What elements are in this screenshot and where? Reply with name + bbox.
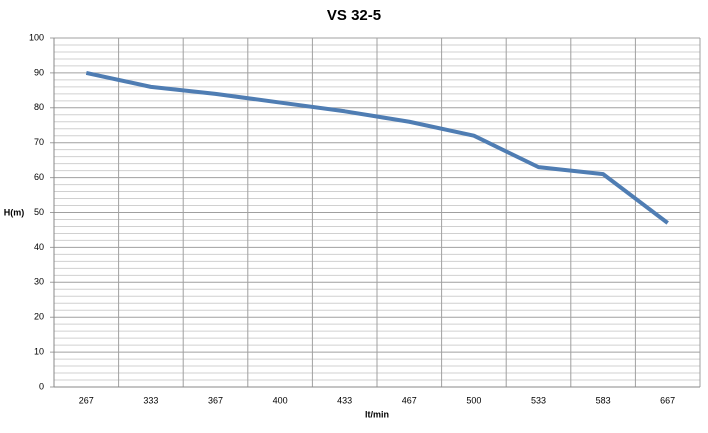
y-tick-label: 40 bbox=[34, 242, 44, 252]
chart-title: VS 32-5 bbox=[327, 7, 381, 24]
y-tick-label: 50 bbox=[34, 207, 44, 217]
y-tick-label: 20 bbox=[34, 312, 44, 322]
y-axis-label: H(m) bbox=[4, 207, 25, 217]
x-tick-label: 433 bbox=[337, 395, 352, 405]
y-tick-label: 30 bbox=[34, 277, 44, 287]
y-tick-label: 0 bbox=[39, 381, 44, 391]
x-tick-label: 583 bbox=[596, 395, 611, 405]
y-tick-label: 90 bbox=[34, 67, 44, 77]
x-tick-label: 500 bbox=[466, 395, 481, 405]
x-tick-label: 367 bbox=[208, 395, 223, 405]
x-tick-label: 533 bbox=[531, 395, 546, 405]
y-tick-label: 60 bbox=[34, 172, 44, 182]
y-tick-label: 70 bbox=[34, 137, 44, 147]
x-tick-label: 267 bbox=[79, 395, 94, 405]
x-tick-label: 667 bbox=[660, 395, 675, 405]
x-tick-label: 467 bbox=[402, 395, 417, 405]
data-line bbox=[85, 70, 669, 225]
x-axis-label: lt/min bbox=[365, 409, 389, 419]
y-tick-label: 80 bbox=[34, 102, 44, 112]
x-tick-label: 333 bbox=[143, 395, 158, 405]
y-tick-label: 10 bbox=[34, 346, 44, 356]
x-tick-label: 400 bbox=[273, 395, 288, 405]
y-tick-label: 100 bbox=[29, 32, 44, 42]
